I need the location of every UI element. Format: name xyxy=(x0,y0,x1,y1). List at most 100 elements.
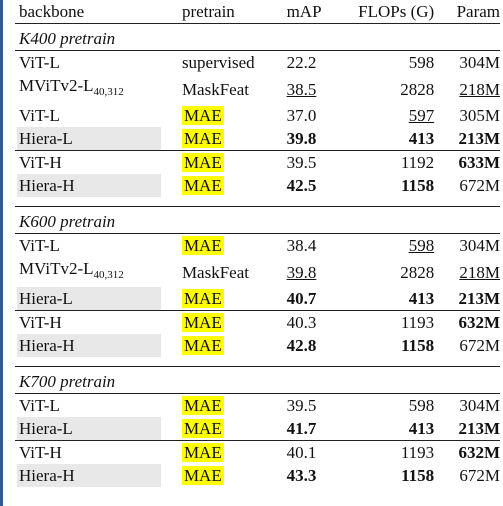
cell-map: 40.7 xyxy=(286,289,317,308)
cell-pretrain: MAE xyxy=(171,233,281,257)
cell-pretrain: supervised xyxy=(171,50,281,74)
cell-param: 633M xyxy=(438,150,500,174)
backbone-shaded: Hiera-H xyxy=(17,174,161,197)
backbone-subscript: 40,312 xyxy=(93,86,124,98)
table-row: ViT-H MAE 40.3 1193 632M xyxy=(15,310,500,334)
cell-pretrain: MAE xyxy=(172,334,281,357)
cell-map: 39.5 xyxy=(280,150,341,174)
cell-map: 42.5 xyxy=(286,176,317,195)
section-gap xyxy=(15,357,500,367)
cell-flops: 413 xyxy=(408,419,435,438)
cell-pretrain: MAE xyxy=(172,287,281,311)
cell-map: 43.3 xyxy=(286,466,317,485)
pretrain-highlight: MAE xyxy=(181,396,224,415)
cell-param: 218M xyxy=(438,257,500,287)
table-row: ViT-L MAE 38.4 598 304M xyxy=(15,233,500,257)
cell-param: 213M xyxy=(458,419,500,438)
backbone-shaded: Hiera-H xyxy=(17,334,161,357)
table-row: Hiera-L MAE 40.7 413 213M xyxy=(15,287,500,311)
cell-param: 218M xyxy=(438,74,500,104)
table-row: MViTv2-L40,312 MaskFeat 39.8 2828 218M xyxy=(15,257,500,287)
cell-param: 632M xyxy=(438,440,500,464)
cell-flops: 2828 xyxy=(400,79,435,99)
header-backbone: backbone xyxy=(19,2,85,21)
pretrain-highlight: MAE xyxy=(181,336,224,355)
pretrain-highlight: MAE xyxy=(181,289,224,308)
table-row: Hiera-L MAE 41.7 413 213M xyxy=(15,417,500,441)
cell-flops: 598 xyxy=(340,50,439,74)
flops-value: 597 xyxy=(408,106,435,125)
cell-param: 304M xyxy=(438,50,500,74)
pretrain-highlight: MAE xyxy=(181,236,224,255)
backbone-subscript: 40,312 xyxy=(93,269,124,281)
cell-pretrain: MaskFeat xyxy=(181,262,249,282)
cell-map: 38.4 xyxy=(280,233,341,257)
cell-param: 632M xyxy=(438,310,500,334)
cell-backbone: ViT-L xyxy=(15,50,172,74)
cell-map: 38.5 xyxy=(281,74,341,104)
cell-param: 213M xyxy=(458,289,500,308)
cell-map: 39.5 xyxy=(280,393,341,417)
cell-flops: 1158 xyxy=(401,336,435,355)
cell-param: 672M xyxy=(459,466,500,485)
map-value: 38.5 xyxy=(286,79,317,99)
cell-param: 672M xyxy=(459,176,500,195)
backbone-name: MViTv2-L xyxy=(19,259,94,278)
cell-flops: 413 xyxy=(408,129,435,148)
cell-flops: 1158 xyxy=(401,176,435,195)
cell-backbone: ViT-H xyxy=(15,440,172,464)
header-pretrain: pretrain xyxy=(181,2,235,21)
pretrain-highlight: MAE xyxy=(181,443,224,462)
section-k400: K400 pretrain xyxy=(15,23,500,51)
cell-backbone: Hiera-H xyxy=(15,334,172,357)
table-row: ViT-L supervised 22.2 598 304M xyxy=(15,50,500,74)
cell-flops: 597 xyxy=(340,104,438,127)
backbone-shaded: Hiera-L xyxy=(17,127,161,150)
cell-flops: 413 xyxy=(408,289,435,308)
table-row: ViT-H MAE 39.5 1192 633M xyxy=(15,150,500,174)
cell-backbone: Hiera-H xyxy=(15,174,172,197)
cell-flops: 598 xyxy=(340,233,439,257)
section-title: K700 pretrain xyxy=(15,366,500,394)
cell-flops: 1193 xyxy=(340,440,439,464)
cell-pretrain: MAE xyxy=(171,150,281,174)
header-row: backbone pretrain mAP FLOPs (G) Param xyxy=(15,0,500,24)
cell-backbone: Hiera-L xyxy=(15,127,172,151)
left-edge-bar xyxy=(0,0,3,506)
table-row: MViTv2-L40,312 MaskFeat 38.5 2828 218M xyxy=(15,74,500,104)
section-title: K600 pretrain xyxy=(15,206,500,234)
cell-map: 42.8 xyxy=(286,336,317,355)
table-row: ViT-H MAE 40.1 1193 632M xyxy=(15,440,500,464)
cell-map: 37.0 xyxy=(286,106,317,125)
header-flops: FLOPs (G) xyxy=(358,2,435,21)
cell-map: 39.8 xyxy=(286,129,317,148)
table-row: ViT-L MAE 39.5 598 304M xyxy=(15,393,500,417)
cell-backbone: Hiera-L xyxy=(15,417,172,441)
pretrain-highlight: MAE xyxy=(181,153,224,172)
cell-pretrain: MAE xyxy=(172,417,281,441)
cell-flops: 1192 xyxy=(340,150,439,174)
cell-backbone: MViTv2-L40,312 xyxy=(15,74,172,104)
param-value: 218M xyxy=(459,79,500,99)
cell-map: 40.3 xyxy=(280,310,341,334)
cell-param: 304M xyxy=(438,233,500,257)
section-k700: K700 pretrain xyxy=(15,366,500,394)
cell-flops: 598 xyxy=(340,393,439,417)
cell-map: 22.2 xyxy=(280,50,341,74)
backbone-shaded: Hiera-L xyxy=(17,287,161,310)
cell-map: 41.7 xyxy=(286,419,317,438)
cell-backbone: ViT-H xyxy=(15,150,172,174)
cell-backbone: ViT-H xyxy=(15,310,172,334)
cell-backbone: ViT-L xyxy=(19,106,60,125)
cell-pretrain: MaskFeat xyxy=(181,79,249,99)
table-row: Hiera-L MAE 39.8 413 213M xyxy=(15,127,500,151)
cell-pretrain: MAE xyxy=(172,104,281,127)
flops-value: 598 xyxy=(408,236,435,255)
cell-pretrain: MAE xyxy=(172,174,281,197)
map-value: 39.8 xyxy=(286,262,317,282)
pretrain-highlight: MAE xyxy=(181,419,224,438)
backbone-shaded: Hiera-L xyxy=(17,417,161,440)
table-row: Hiera-H MAE 42.5 1158 672M xyxy=(15,174,500,197)
results-table: backbone pretrain mAP FLOPs (G) Param K4… xyxy=(15,0,500,487)
cell-param: 305M xyxy=(459,106,500,125)
